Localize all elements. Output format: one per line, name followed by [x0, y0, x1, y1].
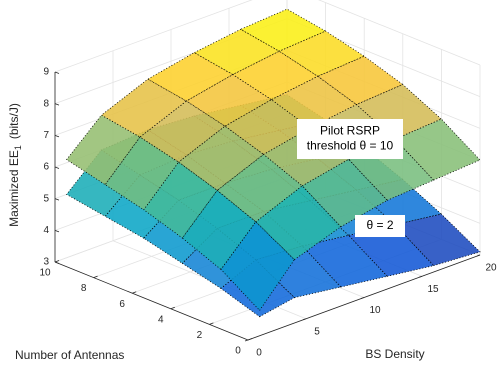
z-tick-label: 8 [43, 98, 49, 109]
x-axis-label: BS Density [365, 347, 424, 361]
z-tick-label: 5 [43, 193, 49, 204]
z-label-main: Maximized EE [7, 150, 21, 227]
surface-patch [394, 118, 481, 181]
y-tick-label: 4 [158, 314, 164, 325]
y-tick-label: 10 [39, 268, 51, 279]
y-axis-line [54, 261, 249, 341]
z-axis-label: Maximized EE1 (bits/J) [7, 103, 23, 227]
y-tick [170, 306, 175, 310]
surface-patch [301, 158, 388, 228]
z-tick-label: 6 [43, 162, 49, 173]
x-tick [418, 275, 423, 278]
z-tick [54, 166, 60, 169]
y-axis-label: Number of Antennas [15, 348, 124, 362]
y-tick-label: 8 [81, 283, 87, 294]
y-tick-label: 2 [197, 330, 203, 341]
z-label-unit: (bits/J) [7, 103, 21, 139]
y-tick [93, 275, 98, 278]
z-tick-label: 4 [43, 225, 49, 236]
y-tick [209, 322, 214, 325]
x-tick [244, 339, 249, 342]
surfaces [65, 8, 481, 318]
surface-patch [143, 161, 218, 239]
y-tick-label: 6 [119, 299, 125, 310]
z-tick [54, 229, 60, 233]
surface-patch [301, 234, 388, 288]
z-tick [54, 198, 60, 201]
z-tick [54, 71, 60, 74]
x-tick [302, 318, 307, 321]
y-tick [132, 291, 137, 294]
surface-patch [317, 55, 404, 106]
y-tick [54, 260, 60, 263]
annotation-text: Pilot RSRP [320, 124, 380, 138]
x-tick-label: 0 [256, 348, 262, 359]
surface-patch [146, 52, 234, 102]
annotation-box [297, 119, 403, 159]
annotation-text: threshold θ = 10 [307, 139, 394, 153]
x-tick-label: 10 [369, 305, 381, 316]
surface-patch [220, 221, 295, 312]
annotation-box [355, 215, 405, 237]
z-tick-label: 7 [43, 130, 49, 141]
x-tick [360, 297, 365, 299]
surface-patch [239, 8, 327, 52]
x-tick-label: 5 [314, 326, 320, 337]
z-tick [54, 134, 60, 138]
y-tick [247, 338, 253, 341]
surface-patch [66, 114, 141, 186]
z-label-sub: 1 [13, 145, 23, 150]
surface-patch [347, 224, 435, 277]
y-tick-label: 0 [235, 346, 241, 357]
x-tick-label: 15 [427, 284, 439, 295]
surface-patch [224, 99, 311, 155]
z-tick-label: 9 [43, 67, 49, 78]
z-tick-label: 3 [43, 257, 49, 268]
x-tick [476, 254, 481, 257]
z-tick [54, 103, 60, 106]
surface-patch [193, 28, 281, 76]
annotation-text: θ = 2 [366, 218, 393, 232]
grid-line [318, 0, 481, 66]
z-tick [54, 261, 60, 264]
surface-patch [177, 125, 265, 191]
x-tick-label: 20 [485, 263, 497, 274]
